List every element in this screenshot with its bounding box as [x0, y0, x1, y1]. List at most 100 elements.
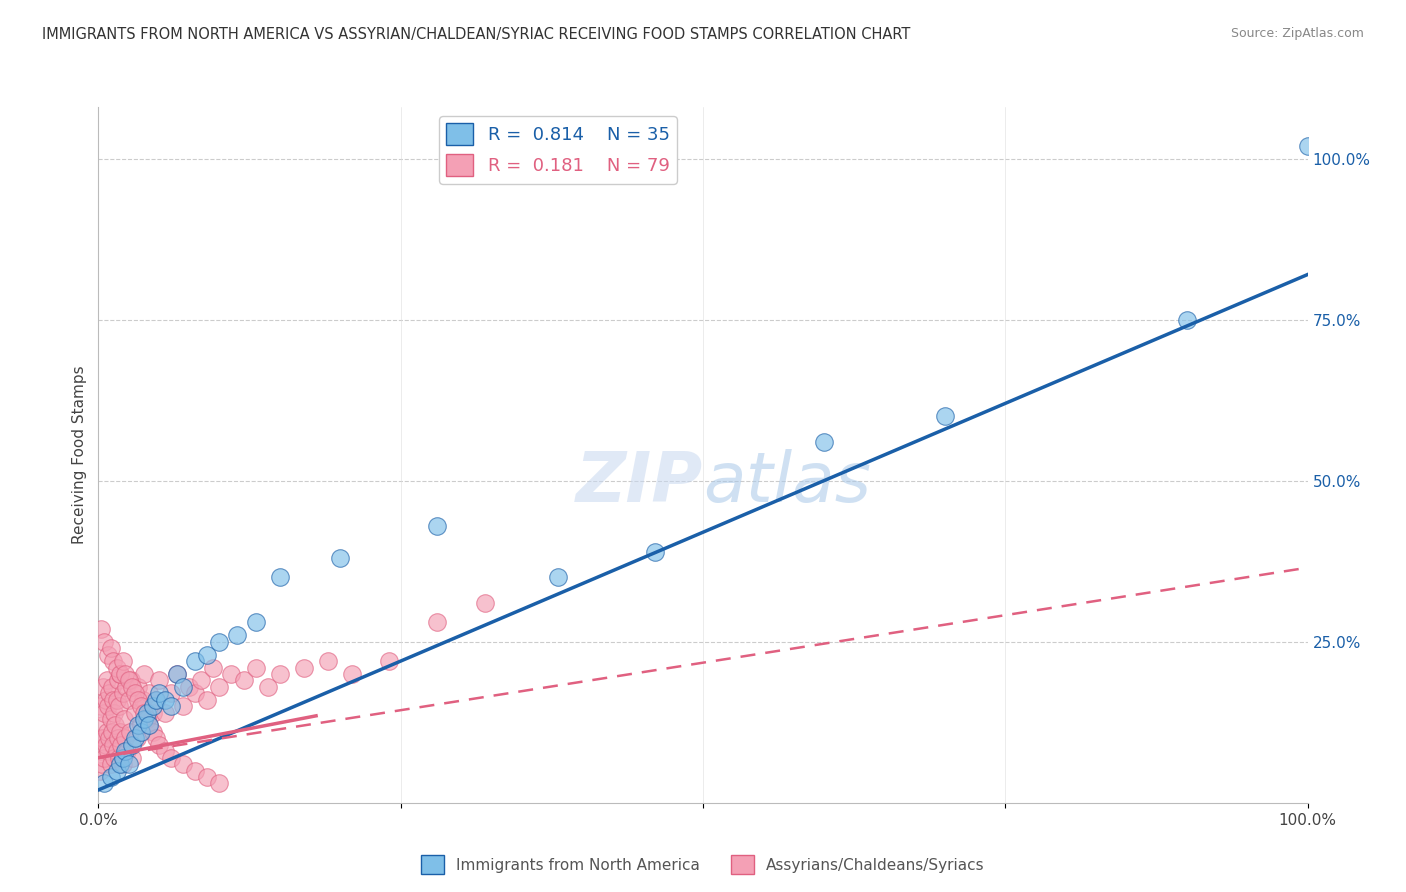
Point — [107, 731, 129, 746]
Point — [342, 667, 364, 681]
Point — [108, 667, 131, 681]
Point — [190, 673, 212, 688]
Point — [245, 615, 267, 630]
Point — [127, 731, 149, 746]
Point — [96, 725, 118, 739]
Point — [89, 764, 111, 778]
Point — [172, 680, 194, 694]
Point — [195, 692, 218, 706]
Point — [89, 731, 111, 746]
Point — [129, 718, 152, 732]
Point — [127, 718, 149, 732]
Point — [134, 706, 156, 720]
Point — [127, 680, 149, 694]
Point — [208, 776, 231, 790]
Point — [145, 692, 167, 706]
Point — [138, 686, 160, 700]
Point — [93, 634, 115, 648]
Point — [100, 680, 122, 694]
Point — [208, 680, 231, 694]
Point — [118, 673, 141, 688]
Point — [426, 615, 449, 630]
Text: atlas: atlas — [703, 450, 870, 516]
Point — [232, 673, 254, 688]
Point — [96, 673, 118, 688]
Point — [108, 757, 131, 772]
Point — [813, 435, 835, 450]
Point — [145, 731, 167, 746]
Y-axis label: Receiving Food Stamps: Receiving Food Stamps — [72, 366, 87, 544]
Legend: R =  0.814    N = 35, R =  0.181    N = 79: R = 0.814 N = 35, R = 0.181 N = 79 — [439, 116, 676, 184]
Point — [132, 692, 155, 706]
Point — [121, 750, 143, 764]
Point — [103, 750, 125, 764]
Point — [100, 641, 122, 656]
Point — [129, 725, 152, 739]
Point — [112, 712, 135, 726]
Point — [118, 757, 141, 772]
Point — [111, 750, 134, 764]
Point — [153, 706, 176, 720]
Point — [172, 757, 194, 772]
Point — [114, 667, 136, 681]
Point — [111, 686, 134, 700]
Point — [127, 692, 149, 706]
Point — [90, 744, 112, 758]
Point — [114, 731, 136, 746]
Point — [124, 686, 146, 700]
Point — [135, 712, 157, 726]
Point — [329, 551, 352, 566]
Point — [104, 718, 127, 732]
Point — [245, 660, 267, 674]
Point — [94, 692, 117, 706]
Point — [105, 764, 128, 778]
Point — [226, 628, 249, 642]
Point — [377, 654, 399, 668]
Point — [135, 706, 157, 720]
Point — [110, 738, 132, 752]
Point — [108, 725, 131, 739]
Point — [124, 706, 146, 720]
Point — [1175, 312, 1198, 326]
Text: Source: ZipAtlas.com: Source: ZipAtlas.com — [1230, 27, 1364, 40]
Point — [111, 654, 134, 668]
Point — [121, 738, 143, 752]
Point — [121, 680, 143, 694]
Point — [111, 757, 134, 772]
Point — [138, 718, 160, 732]
Point — [117, 744, 139, 758]
Point — [108, 699, 131, 714]
Text: IMMIGRANTS FROM NORTH AMERICA VS ASSYRIAN/CHALDEAN/SYRIAC RECEIVING FOOD STAMPS : IMMIGRANTS FROM NORTH AMERICA VS ASSYRIA… — [42, 27, 911, 42]
Point — [93, 776, 115, 790]
Point — [166, 667, 188, 681]
Point — [120, 673, 142, 688]
Point — [184, 686, 207, 700]
Point — [134, 667, 156, 681]
Point — [179, 680, 201, 694]
Point — [108, 750, 131, 764]
Point — [129, 699, 152, 714]
Point — [1296, 138, 1319, 153]
Point — [148, 686, 170, 700]
Point — [202, 660, 225, 674]
Point — [153, 744, 176, 758]
Point — [547, 570, 569, 584]
Point — [160, 686, 183, 700]
Point — [135, 712, 157, 726]
Point — [316, 654, 339, 668]
Point — [91, 731, 114, 746]
Point — [172, 699, 194, 714]
Point — [105, 744, 128, 758]
Point — [145, 692, 167, 706]
Point — [91, 680, 114, 694]
Point — [101, 654, 124, 668]
Point — [114, 744, 136, 758]
Point — [148, 673, 170, 688]
Point — [118, 692, 141, 706]
Point — [103, 706, 125, 720]
Point — [100, 770, 122, 784]
Point — [93, 750, 115, 764]
Point — [269, 570, 291, 584]
Point — [148, 738, 170, 752]
Point — [100, 725, 122, 739]
